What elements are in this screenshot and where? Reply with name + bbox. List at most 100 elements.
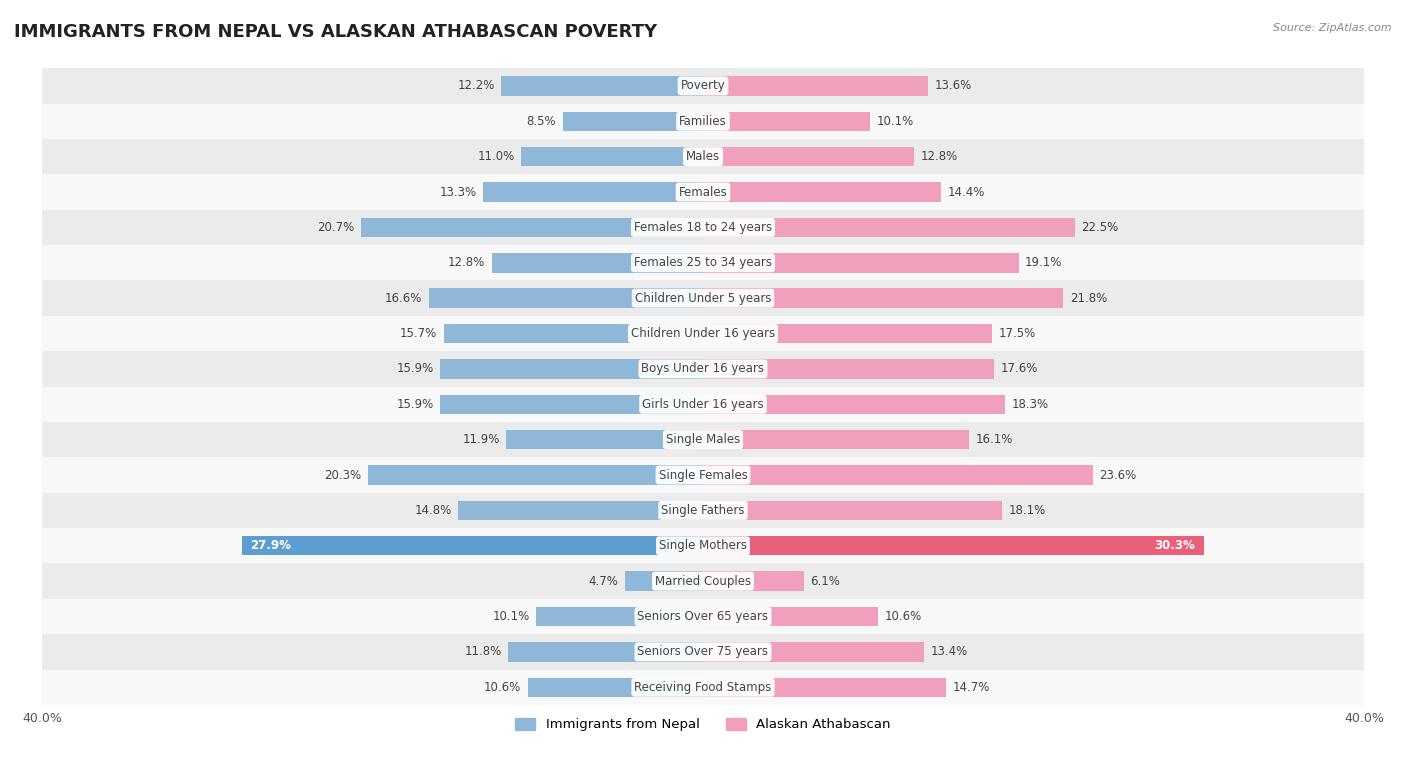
Bar	[506, 430, 703, 449]
Text: 20.3%: 20.3%	[323, 468, 361, 481]
Bar	[42, 104, 1364, 139]
Text: 21.8%: 21.8%	[1070, 292, 1107, 305]
Text: Children Under 16 years: Children Under 16 years	[631, 327, 775, 340]
Bar	[703, 572, 804, 591]
Bar	[458, 501, 703, 520]
Text: Single Mothers: Single Mothers	[659, 539, 747, 553]
Text: 10.1%: 10.1%	[876, 114, 914, 128]
Bar	[440, 359, 703, 379]
Text: 15.9%: 15.9%	[396, 362, 433, 375]
Bar	[42, 68, 1364, 104]
Bar	[42, 245, 1364, 280]
Text: 20.7%: 20.7%	[318, 221, 354, 234]
Text: 4.7%: 4.7%	[589, 575, 619, 587]
Text: Seniors Over 75 years: Seniors Over 75 years	[637, 645, 769, 659]
Text: 10.6%: 10.6%	[484, 681, 522, 694]
Legend: Immigrants from Nepal, Alaskan Athabascan: Immigrants from Nepal, Alaskan Athabasca…	[510, 713, 896, 737]
Text: 11.0%: 11.0%	[478, 150, 515, 163]
Bar	[562, 111, 703, 131]
Text: IMMIGRANTS FROM NEPAL VS ALASKAN ATHABASCAN POVERTY: IMMIGRANTS FROM NEPAL VS ALASKAN ATHABAS…	[14, 23, 657, 41]
Bar	[484, 183, 703, 202]
Bar	[703, 394, 1005, 414]
Bar	[42, 493, 1364, 528]
Bar	[42, 387, 1364, 422]
Bar	[42, 599, 1364, 634]
Bar	[703, 501, 1002, 520]
Text: 13.4%: 13.4%	[931, 645, 969, 659]
Text: Females 25 to 34 years: Females 25 to 34 years	[634, 256, 772, 269]
Text: Source: ZipAtlas.com: Source: ZipAtlas.com	[1274, 23, 1392, 33]
Bar	[703, 359, 994, 379]
Text: Males: Males	[686, 150, 720, 163]
Text: Single Fathers: Single Fathers	[661, 504, 745, 517]
Bar	[42, 563, 1364, 599]
Text: 27.9%: 27.9%	[250, 539, 291, 553]
Bar	[522, 147, 703, 167]
Bar	[444, 324, 703, 343]
Text: 19.1%: 19.1%	[1025, 256, 1063, 269]
Bar	[492, 253, 703, 273]
Bar	[508, 642, 703, 662]
Bar	[703, 536, 1204, 556]
Bar	[42, 528, 1364, 563]
Bar	[703, 324, 993, 343]
Bar	[703, 183, 941, 202]
Bar	[703, 77, 928, 96]
Bar	[626, 572, 703, 591]
Bar	[703, 430, 969, 449]
Text: Married Couples: Married Couples	[655, 575, 751, 587]
Text: 12.8%: 12.8%	[921, 150, 959, 163]
Text: 6.1%: 6.1%	[810, 575, 841, 587]
Text: Families: Families	[679, 114, 727, 128]
Text: 17.5%: 17.5%	[998, 327, 1036, 340]
Text: 12.2%: 12.2%	[457, 80, 495, 92]
Text: 10.1%: 10.1%	[492, 610, 530, 623]
Text: 14.4%: 14.4%	[948, 186, 984, 199]
Bar	[42, 634, 1364, 669]
Text: 23.6%: 23.6%	[1099, 468, 1136, 481]
Text: 22.5%: 22.5%	[1081, 221, 1119, 234]
Text: Single Females: Single Females	[658, 468, 748, 481]
Bar	[703, 147, 914, 167]
Text: Females: Females	[679, 186, 727, 199]
Bar	[367, 465, 703, 485]
Bar	[527, 678, 703, 697]
Text: 14.7%: 14.7%	[952, 681, 990, 694]
Text: 30.3%: 30.3%	[1154, 539, 1195, 553]
Bar	[703, 607, 879, 626]
Bar	[42, 139, 1364, 174]
Text: 13.3%: 13.3%	[440, 186, 477, 199]
Text: 14.8%: 14.8%	[415, 504, 451, 517]
Bar	[42, 210, 1364, 245]
Text: Receiving Food Stamps: Receiving Food Stamps	[634, 681, 772, 694]
Text: Children Under 5 years: Children Under 5 years	[634, 292, 772, 305]
Text: 18.3%: 18.3%	[1012, 398, 1049, 411]
Bar	[536, 607, 703, 626]
Bar	[703, 288, 1063, 308]
Bar	[42, 316, 1364, 351]
Text: 15.9%: 15.9%	[396, 398, 433, 411]
Text: 11.9%: 11.9%	[463, 433, 499, 446]
Bar	[502, 77, 703, 96]
Text: 8.5%: 8.5%	[526, 114, 555, 128]
Text: 18.1%: 18.1%	[1008, 504, 1046, 517]
Text: 16.1%: 16.1%	[976, 433, 1012, 446]
Text: Poverty: Poverty	[681, 80, 725, 92]
Bar	[703, 678, 946, 697]
Bar	[703, 111, 870, 131]
Text: Single Males: Single Males	[666, 433, 740, 446]
Text: 15.7%: 15.7%	[399, 327, 437, 340]
Bar	[703, 218, 1074, 237]
Bar	[361, 218, 703, 237]
Bar	[703, 642, 924, 662]
Text: 17.6%: 17.6%	[1001, 362, 1038, 375]
Bar	[242, 536, 703, 556]
Text: 11.8%: 11.8%	[464, 645, 502, 659]
Text: 13.6%: 13.6%	[934, 80, 972, 92]
Bar	[703, 253, 1018, 273]
Text: Girls Under 16 years: Girls Under 16 years	[643, 398, 763, 411]
Text: Females 18 to 24 years: Females 18 to 24 years	[634, 221, 772, 234]
Bar	[42, 351, 1364, 387]
Bar	[429, 288, 703, 308]
Bar	[42, 669, 1364, 705]
